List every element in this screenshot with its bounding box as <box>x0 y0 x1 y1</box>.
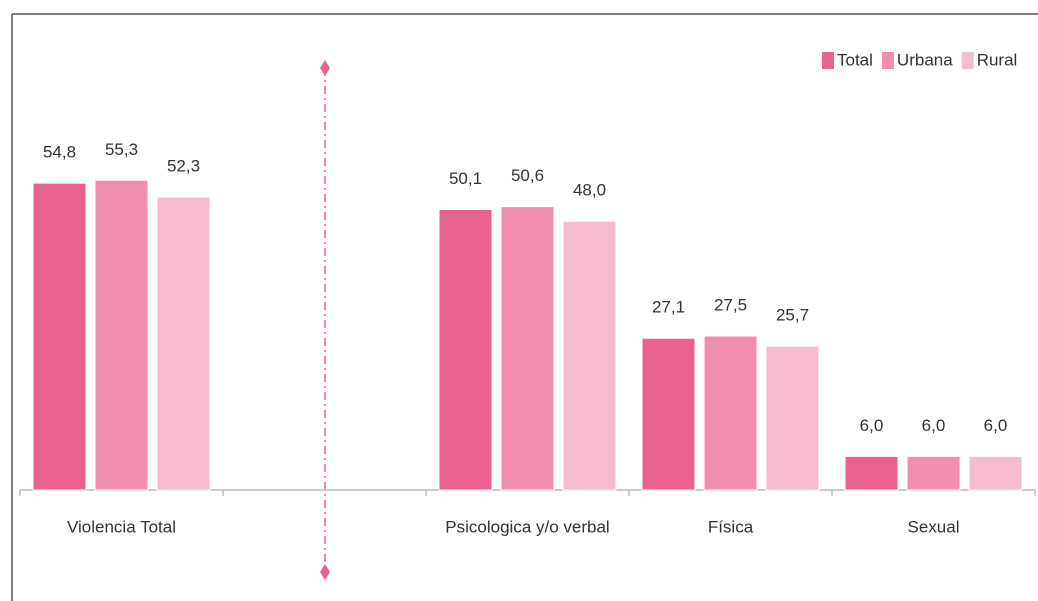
bar <box>438 208 493 491</box>
legend-label: Total <box>837 50 873 69</box>
bar <box>968 455 1023 491</box>
legend-swatch <box>822 52 834 69</box>
divider-diamond <box>320 564 330 580</box>
value-label: 52,3 <box>167 157 200 176</box>
value-label: 55,3 <box>105 140 138 159</box>
legend-swatch <box>881 52 894 69</box>
x-tick-label: Física <box>708 517 754 536</box>
value-label: 6,0 <box>984 416 1008 435</box>
legend-label: Urbana <box>897 50 953 69</box>
bar <box>641 337 696 491</box>
value-label: 48,0 <box>573 181 606 200</box>
value-label: 25,7 <box>776 306 809 325</box>
value-label: 6,0 <box>860 416 884 435</box>
bar <box>500 206 555 491</box>
value-label: 50,1 <box>449 169 482 188</box>
x-tick-label: Psicologica y/o verbal <box>445 517 609 536</box>
bar <box>765 345 820 491</box>
x-tick-label: Sexual <box>908 517 960 536</box>
x-tick-label: Violencia Total <box>67 517 176 536</box>
bar <box>156 196 211 491</box>
value-label: 27,5 <box>714 295 747 314</box>
bar <box>94 179 149 491</box>
value-label: 27,1 <box>652 298 685 317</box>
legend-label: Rural <box>977 50 1018 69</box>
bar <box>844 455 899 491</box>
value-label: 6,0 <box>922 416 946 435</box>
legend-swatch <box>961 52 974 69</box>
bar <box>906 455 961 491</box>
divider-diamond <box>320 60 330 76</box>
value-label: 50,6 <box>511 166 544 185</box>
bar <box>703 335 758 491</box>
bar <box>32 182 87 491</box>
bar <box>562 220 617 491</box>
value-label: 54,8 <box>43 143 76 162</box>
